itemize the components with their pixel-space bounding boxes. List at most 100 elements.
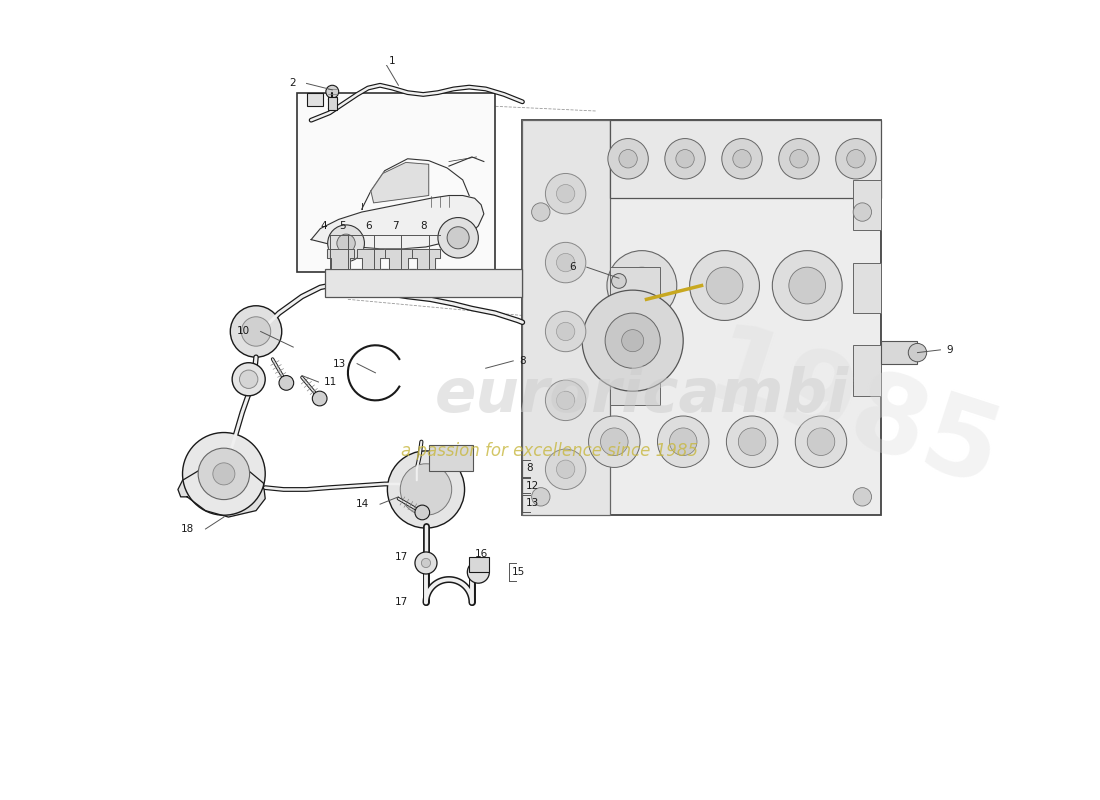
Text: 15: 15 [512, 567, 525, 577]
Bar [854, 346, 881, 396]
Circle shape [400, 464, 452, 515]
Circle shape [726, 416, 778, 467]
Circle shape [312, 391, 327, 406]
Text: 17: 17 [395, 598, 408, 607]
Bar [522, 120, 881, 515]
Circle shape [326, 86, 339, 98]
Circle shape [447, 226, 470, 249]
Circle shape [854, 203, 871, 222]
Text: 18: 18 [182, 524, 195, 534]
Text: 7: 7 [393, 221, 399, 231]
Circle shape [836, 138, 876, 179]
Circle shape [531, 488, 550, 506]
Bar [324, 269, 522, 297]
Bar [430, 6, 440, 19]
Circle shape [619, 150, 637, 168]
Text: 10: 10 [236, 326, 250, 337]
Circle shape [789, 267, 826, 304]
Circle shape [624, 267, 660, 304]
Circle shape [557, 322, 575, 341]
Text: 13: 13 [333, 358, 346, 369]
Circle shape [607, 250, 676, 321]
Circle shape [546, 311, 586, 352]
Circle shape [557, 460, 575, 478]
Circle shape [706, 267, 743, 304]
Circle shape [240, 370, 257, 389]
Circle shape [212, 463, 235, 485]
Text: 9: 9 [946, 345, 953, 355]
Polygon shape [358, 249, 385, 269]
Text: 13: 13 [526, 498, 539, 508]
Text: 14: 14 [355, 499, 368, 509]
Text: 1985: 1985 [693, 317, 1013, 511]
Polygon shape [385, 249, 412, 269]
Text: 8: 8 [519, 356, 526, 366]
Circle shape [546, 380, 586, 421]
Circle shape [557, 185, 575, 203]
Circle shape [608, 138, 648, 179]
Circle shape [738, 428, 766, 455]
Text: 6: 6 [569, 262, 575, 272]
Circle shape [230, 306, 282, 357]
Circle shape [722, 138, 762, 179]
Text: 8: 8 [526, 463, 532, 474]
Circle shape [772, 250, 843, 321]
Circle shape [664, 138, 705, 179]
Bar [854, 262, 881, 313]
Circle shape [557, 391, 575, 410]
Bar [609, 267, 660, 331]
Circle shape [546, 242, 586, 282]
Bar [328, 98, 337, 110]
Text: 16: 16 [475, 549, 488, 558]
Circle shape [429, 0, 441, 7]
Circle shape [328, 225, 364, 262]
Circle shape [605, 313, 660, 368]
Polygon shape [412, 249, 440, 269]
Circle shape [612, 274, 626, 288]
Circle shape [387, 451, 464, 528]
Text: 17: 17 [395, 551, 408, 562]
Bar [297, 93, 495, 272]
Circle shape [421, 558, 430, 567]
Circle shape [847, 150, 865, 168]
Circle shape [557, 254, 575, 272]
Circle shape [546, 174, 586, 214]
Circle shape [582, 290, 683, 391]
Circle shape [690, 250, 759, 321]
Circle shape [621, 330, 643, 352]
Bar [881, 341, 917, 364]
Text: 5: 5 [339, 221, 345, 231]
Text: 11: 11 [324, 377, 338, 387]
Circle shape [670, 428, 697, 455]
Circle shape [337, 234, 355, 253]
Circle shape [790, 150, 808, 168]
Text: 12: 12 [526, 481, 539, 491]
Bar [470, 558, 490, 572]
Circle shape [658, 416, 708, 467]
Circle shape [183, 433, 265, 515]
Circle shape [198, 448, 250, 499]
Text: 6: 6 [365, 221, 372, 231]
Circle shape [601, 428, 628, 455]
Text: euroricambi: euroricambi [434, 366, 849, 426]
Polygon shape [311, 195, 484, 249]
Circle shape [241, 317, 271, 346]
Bar [307, 93, 323, 106]
Circle shape [795, 416, 847, 467]
Polygon shape [327, 249, 354, 269]
Polygon shape [178, 465, 265, 517]
Circle shape [807, 428, 835, 455]
Circle shape [415, 505, 430, 520]
Text: 2: 2 [289, 78, 296, 89]
Circle shape [909, 343, 926, 362]
Text: 8: 8 [420, 221, 427, 231]
Circle shape [232, 362, 265, 396]
Text: 4: 4 [321, 221, 328, 231]
Bar [522, 120, 609, 515]
Circle shape [415, 552, 437, 574]
Circle shape [675, 150, 694, 168]
Circle shape [531, 203, 550, 222]
Circle shape [588, 416, 640, 467]
Bar [429, 446, 473, 471]
Bar [609, 120, 881, 198]
